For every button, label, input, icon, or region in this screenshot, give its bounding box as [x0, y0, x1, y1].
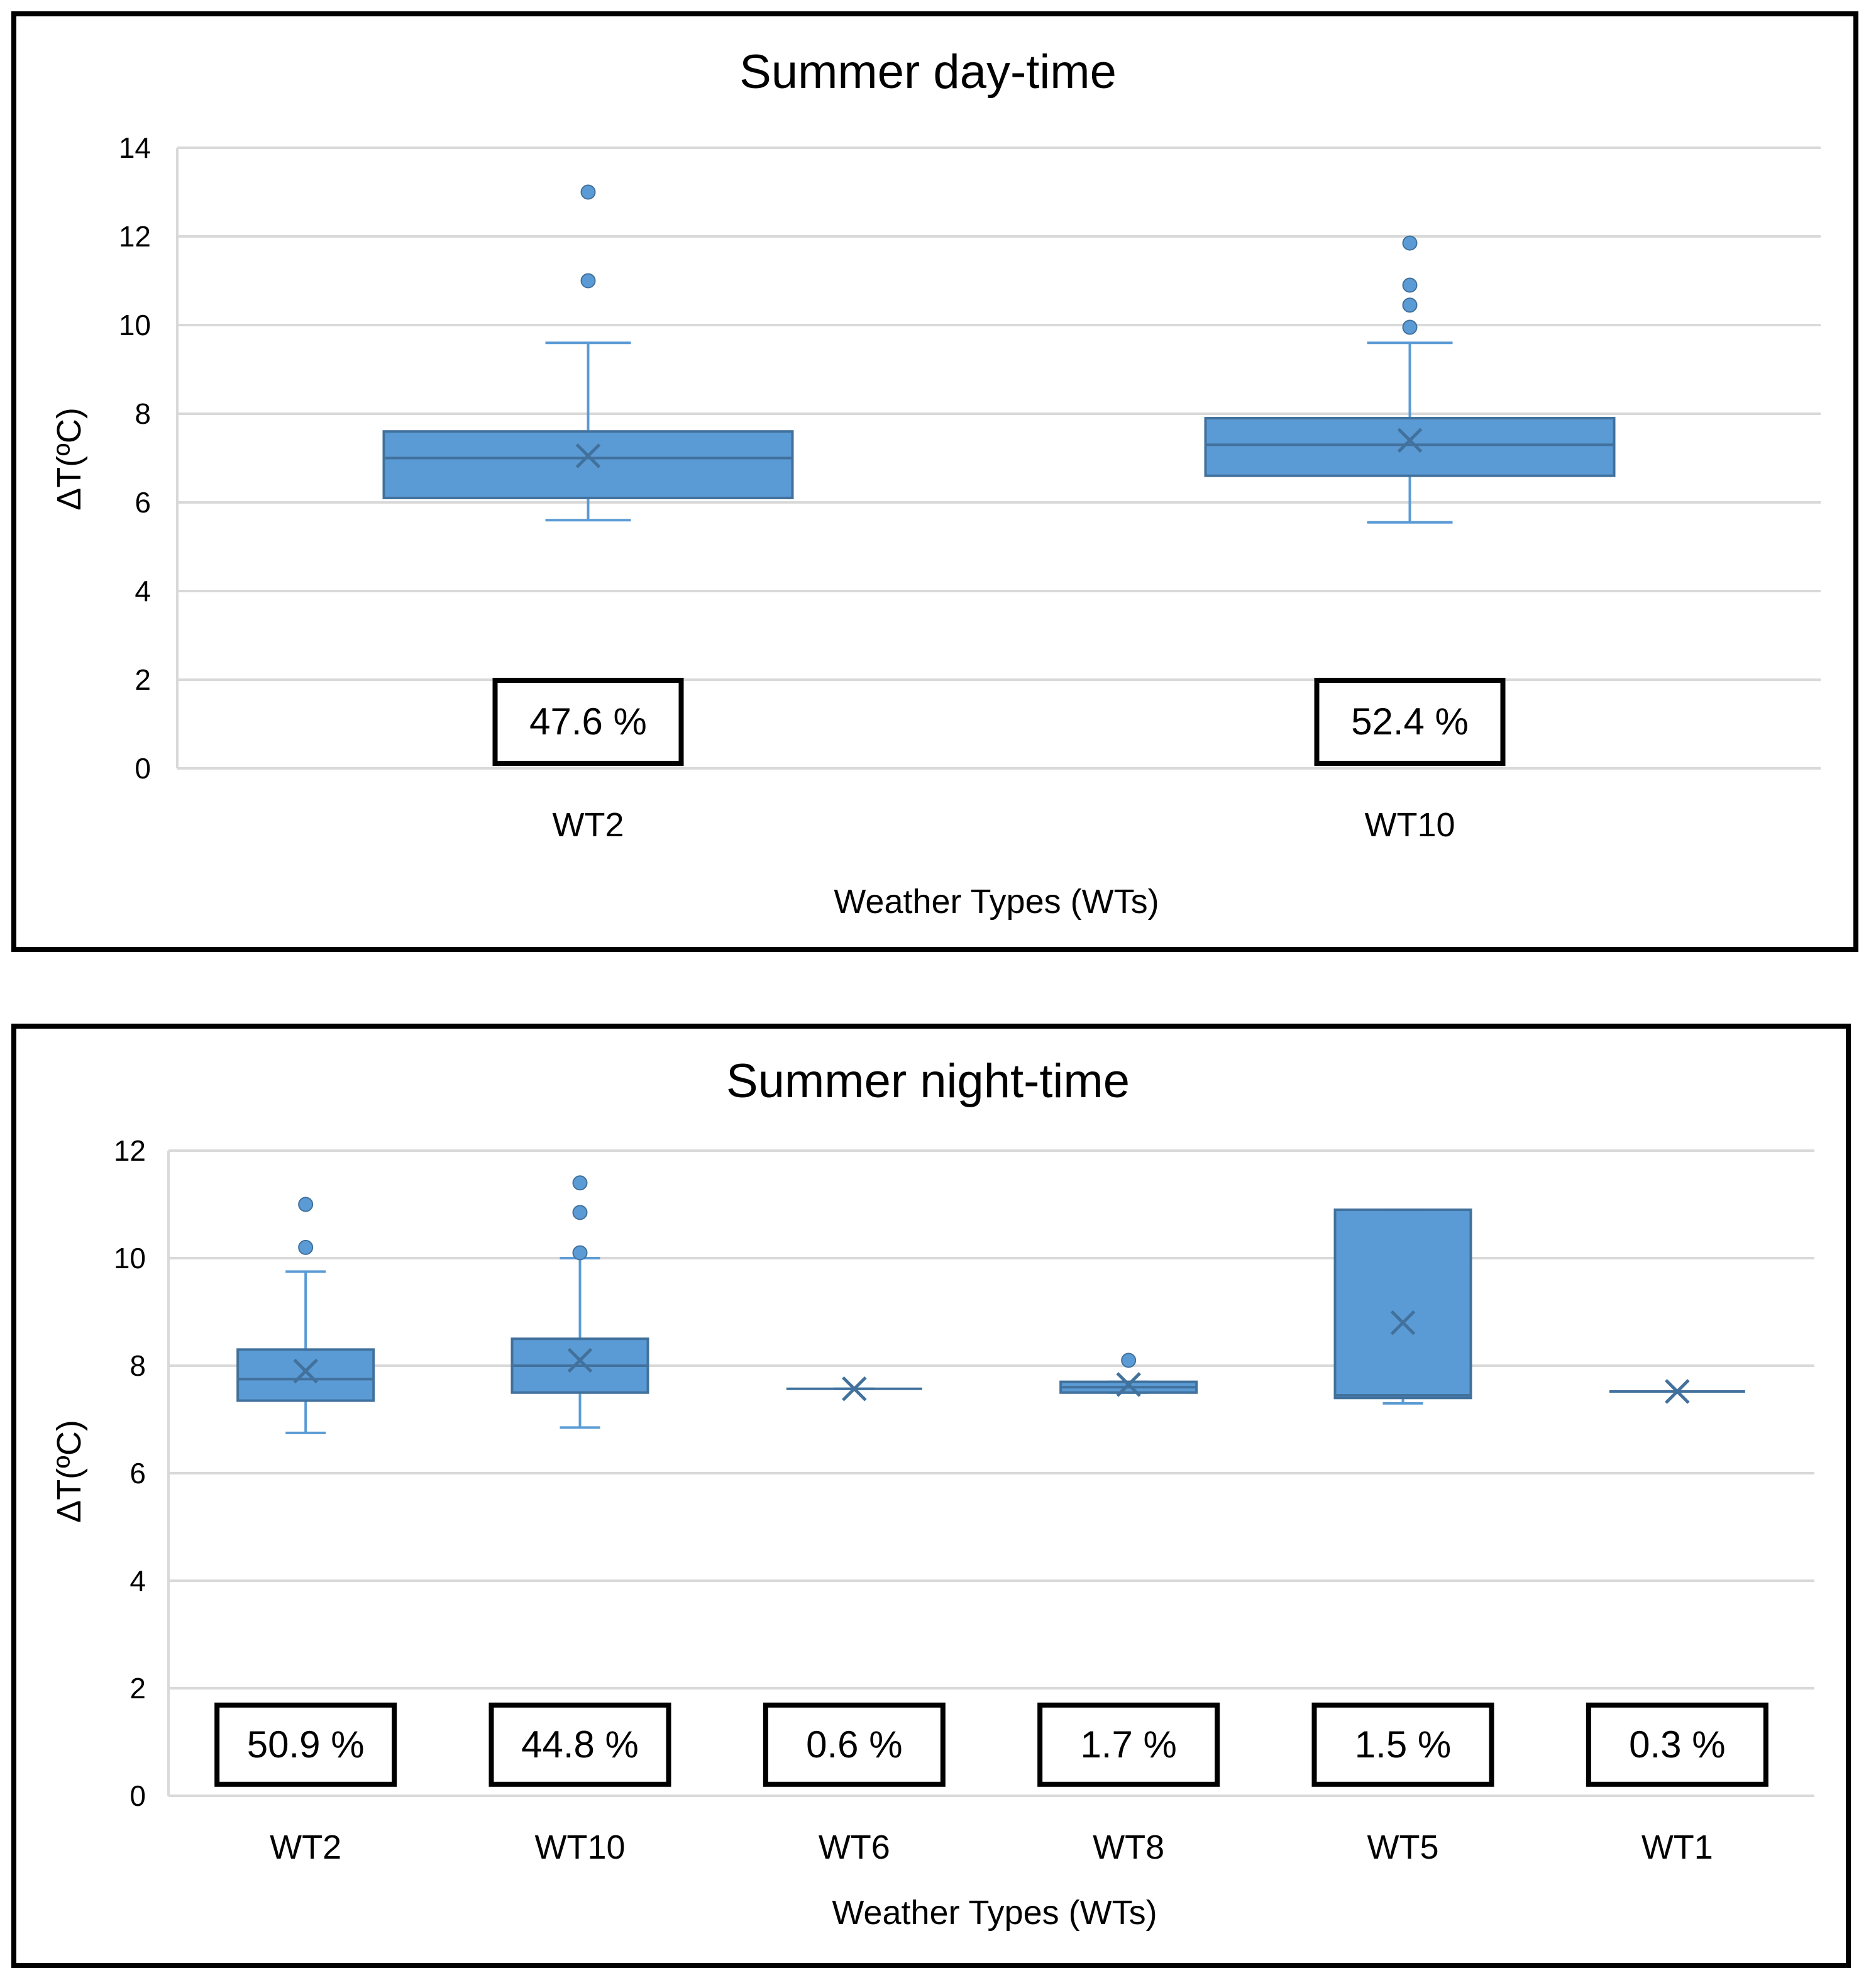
outlier-point: [298, 1239, 314, 1255]
outlier-point: [580, 184, 596, 200]
outlier-point: [580, 273, 596, 289]
y-tick-label: 12: [114, 1134, 146, 1167]
x-tick-label: WT10: [1364, 806, 1455, 844]
x-tick-label: WT6: [819, 1828, 890, 1866]
y-tick-label: 8: [130, 1349, 146, 1382]
box-iqr: [1333, 1208, 1472, 1400]
x-tick-label: WT2: [270, 1828, 341, 1866]
y-tick-label: 2: [130, 1672, 146, 1705]
chart-title-night: Summer night-time: [726, 1054, 1130, 1108]
outlier-point: [572, 1175, 588, 1191]
outlier-point: [1402, 297, 1418, 313]
mean-marker: [567, 1347, 593, 1373]
percentage-box: [214, 1702, 397, 1787]
percentage-label: 50.9 %: [247, 1723, 365, 1766]
y-tick-label: 6: [130, 1457, 146, 1490]
percentage-box: [492, 677, 684, 766]
y-tick-label: 2: [135, 663, 151, 696]
percentage-label: 1.7 %: [1080, 1723, 1176, 1766]
percentage-box: [1586, 1702, 1768, 1787]
x-tick-label: WT10: [534, 1828, 625, 1866]
y-axis-label-night: ΔT(ºC): [50, 1420, 88, 1523]
percentage-box: [763, 1702, 946, 1787]
mean-marker: [842, 1376, 867, 1402]
mean-marker: [293, 1358, 318, 1384]
plot-area-night: 0 2 4 6 8 10 12 50.9 % WT2 44.8 % WT10 0.6 % WT6 1.7 …: [114, 1134, 1814, 1866]
mean-marker: [1116, 1372, 1141, 1397]
x-axis-label-day: Weather Types (WTs): [834, 883, 1159, 921]
box-iqr: [236, 1348, 375, 1402]
percentage-box: [1037, 1702, 1220, 1787]
y-tick-label: 6: [135, 486, 151, 519]
x-tick-label: WT5: [1367, 1828, 1439, 1866]
outlier-point: [572, 1205, 588, 1220]
outlier-point: [1402, 235, 1418, 251]
outlier-point: [1121, 1352, 1137, 1368]
outlier-point: [572, 1245, 588, 1261]
outlier-point: [298, 1197, 314, 1212]
mean-marker: [1665, 1379, 1690, 1404]
mean-marker: [1390, 1310, 1416, 1336]
mean-marker: [575, 443, 601, 468]
y-tick-label: 0: [130, 1779, 146, 1812]
box-iqr: [382, 430, 794, 499]
chart-title-day: Summer day-time: [739, 45, 1117, 99]
percentage-label: 52.4 %: [1351, 700, 1469, 743]
y-tick-label: 4: [130, 1564, 146, 1597]
percentage-box: [1311, 1702, 1494, 1787]
y-tick-label: 10: [119, 309, 151, 341]
y-tick-label: 8: [135, 397, 151, 430]
mean-marker: [1397, 428, 1423, 453]
x-tick-label: WT1: [1642, 1828, 1713, 1866]
y-tick-label: 0: [135, 752, 151, 785]
y-tick-label: 12: [119, 220, 151, 253]
percentage-label: 44.8 %: [521, 1723, 639, 1766]
x-tick-label: WT8: [1093, 1828, 1164, 1866]
percentage-box: [1314, 677, 1506, 766]
percentage-label: 0.6 %: [806, 1723, 902, 1766]
panel-frame-night: [11, 1024, 1851, 1968]
y-tick-label: 14: [119, 131, 151, 164]
y-tick-label: 4: [135, 575, 151, 607]
percentage-box: [488, 1702, 671, 1787]
percentage-label: 1.5 %: [1355, 1723, 1451, 1766]
y-tick-label: 10: [114, 1242, 146, 1275]
plot-area-day: 0 2 4 6 8 10 12 14 47.6 % WT2 52.4 % WT10: [119, 131, 1821, 844]
percentage-label: 47.6 %: [529, 700, 647, 743]
x-tick-label: WT2: [553, 806, 624, 844]
outlier-point: [1402, 319, 1418, 335]
box-iqr: [1204, 417, 1616, 477]
y-axis-label-day: ΔT(ºC): [50, 407, 88, 511]
percentage-label: 0.3 %: [1629, 1723, 1725, 1766]
panel-frame-day: [11, 11, 1858, 952]
outlier-point: [1402, 277, 1418, 293]
x-axis-label-night: Weather Types (WTs): [832, 1894, 1157, 1932]
